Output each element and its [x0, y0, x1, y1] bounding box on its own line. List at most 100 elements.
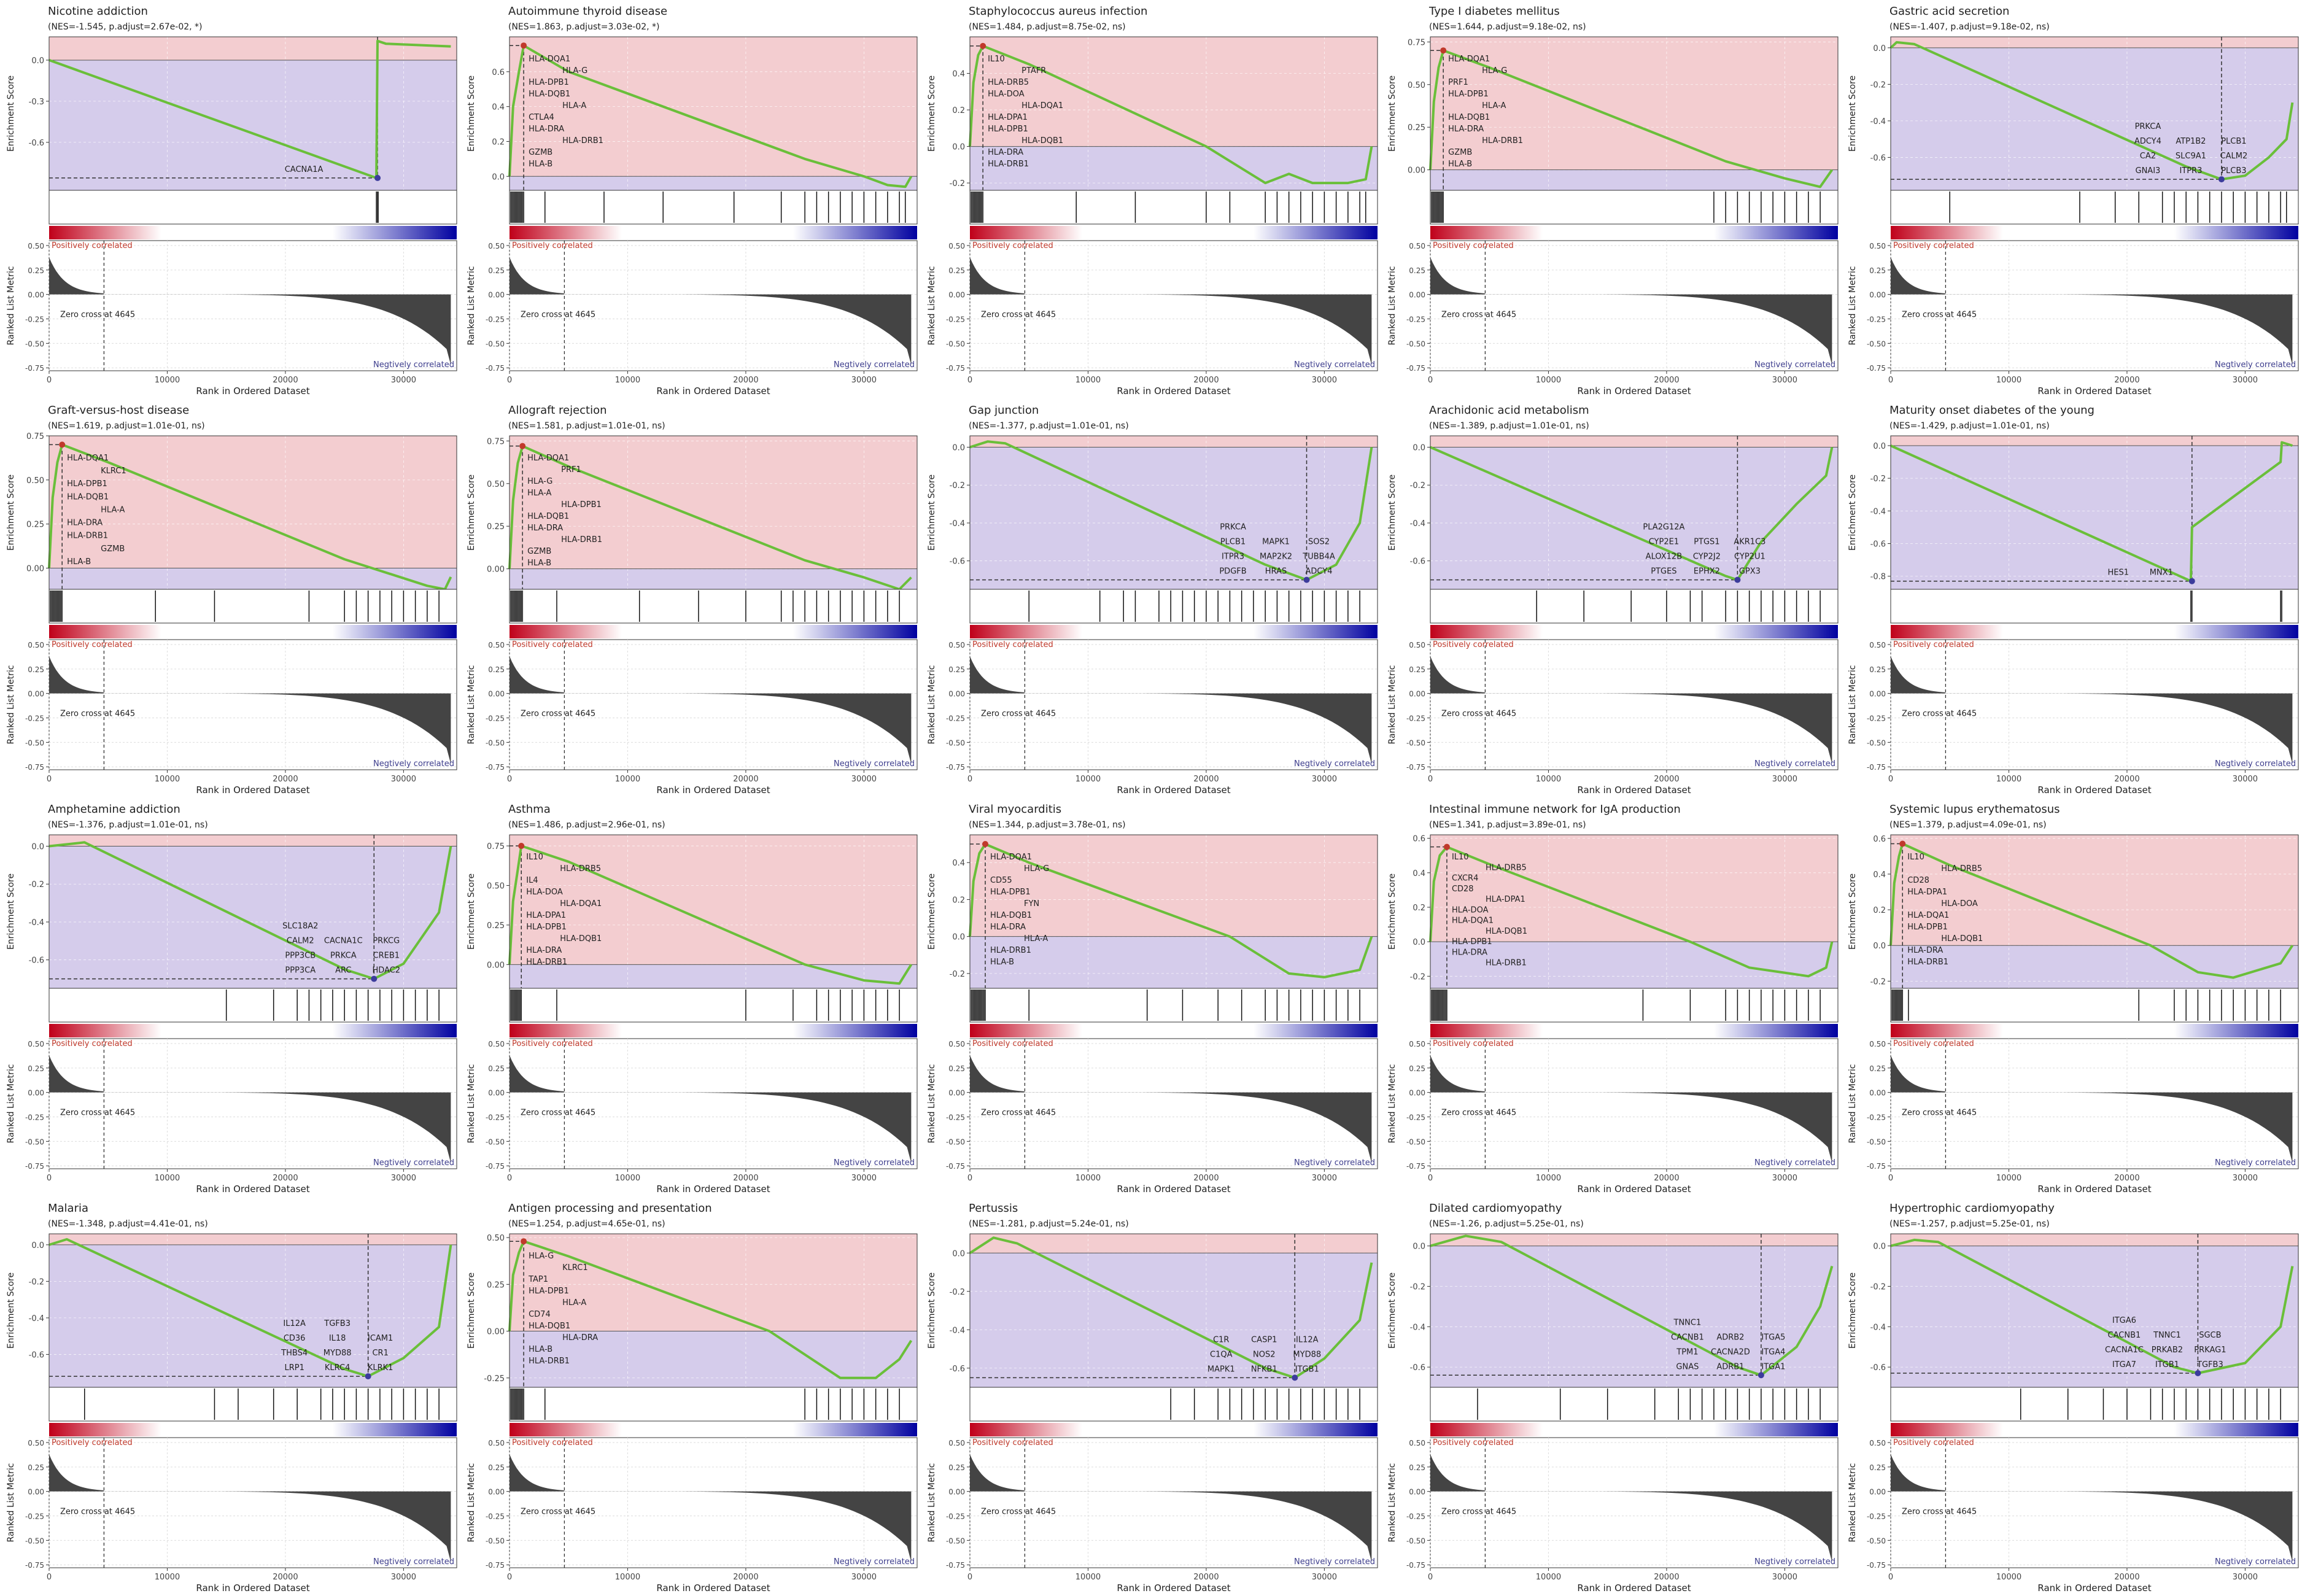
positive-gradient — [49, 1423, 161, 1436]
gene-label: GZMB — [1448, 148, 1472, 157]
es-tick-label: 0.6 — [492, 68, 505, 77]
gene-label: NOS2 — [1253, 1350, 1275, 1359]
peak-marker — [1734, 576, 1741, 583]
gene-label: HLA-B — [529, 1345, 552, 1354]
metric-negative-area — [104, 1092, 451, 1163]
gene-label: C1QA — [1210, 1350, 1233, 1359]
zero-cross-label: Zero cross at 4645 — [1441, 1108, 1516, 1117]
negative-gradient — [1713, 1024, 1838, 1037]
positive-label: Positively correlated — [1433, 640, 1514, 649]
positive-region — [49, 835, 457, 846]
es-axis-label: Enrichment Score — [467, 1273, 476, 1349]
gene-label: CD28 — [1452, 885, 1474, 894]
es-tick-label: 0.75 — [1408, 38, 1425, 47]
metric-tick-label: -0.50 — [486, 738, 505, 747]
peak-marker — [1303, 576, 1310, 583]
metric-positive-area — [970, 257, 1025, 295]
gene-label: HLA-DQA1 — [990, 853, 1032, 862]
metric-tick-label: 0.00 — [1409, 1089, 1425, 1098]
gene-label: EPHX2 — [1694, 567, 1720, 576]
gene-label: HLA-B — [527, 559, 551, 568]
x-tick-label: 20000 — [273, 1573, 298, 1582]
x-tick-label: 30000 — [851, 775, 877, 784]
x-tick-label: 20000 — [1193, 1174, 1219, 1183]
metric-tick-label: -0.50 — [1867, 738, 1886, 747]
gene-label: GZMB — [101, 544, 125, 554]
es-tick-label: -0.2 — [29, 880, 44, 889]
gsea-panel-svg: Gap junction (NES=-1.377, p.adjust=1.01e-… — [927, 404, 1378, 796]
es-tick-label: -0.4 — [950, 1326, 965, 1335]
gene-label: HLA-DPB1 — [529, 78, 569, 87]
x-tick-label: 20000 — [1193, 1573, 1219, 1582]
es-curve — [508, 44, 913, 188]
peak-marker — [59, 441, 66, 448]
gsea-panel-svg: Allograft rejection (NES=1.581, p.adjust=… — [467, 404, 918, 796]
es-tick-label: -0.2 — [29, 1277, 44, 1287]
zero-cross-label: Zero cross at 4645 — [1441, 310, 1516, 319]
metric-tick-label: -0.50 — [1867, 1137, 1886, 1146]
x-tick-label: 0 — [1428, 775, 1433, 784]
gsea-panel-svg: Antigen processing and presentation (NES=… — [467, 1202, 918, 1594]
es-tick-label: -0.6 — [950, 1365, 965, 1374]
metric-axis-label: Ranked List Metric — [927, 665, 937, 745]
x-tick-label: 0 — [47, 775, 52, 784]
es-axis-label: Enrichment Score — [927, 1273, 937, 1349]
gene-label: IL10 — [1907, 853, 1924, 862]
gsea-panel: Intestinal immune network for IgA produc… — [1381, 798, 1842, 1197]
metric-tick-label: -0.50 — [946, 339, 965, 348]
metric-negative-area — [104, 1491, 451, 1562]
gsea-panel: Maturity onset diabetes of the young (NES… — [1842, 399, 2302, 798]
gene-label: PLA2G12A — [1643, 523, 1684, 532]
metric-tick-label: 0.25 — [1409, 266, 1425, 275]
x-axis-label: Rank in Ordered Dataset — [1117, 784, 1230, 796]
peak-marker — [1443, 843, 1450, 850]
x-tick-label: 30000 — [1772, 376, 1797, 385]
x-tick-label: 20000 — [1654, 775, 1679, 784]
metric-negative-area — [1485, 1092, 1832, 1163]
gene-label: HLA-DRB1 — [561, 535, 602, 544]
peak-marker — [2195, 1369, 2201, 1376]
metric-positive-area — [1891, 1055, 1946, 1093]
panel-subtitle: (NES=1.341, p.adjust=3.89e-01, ns) — [1429, 820, 1586, 830]
panel-title: Autoimmune thyroid disease — [508, 5, 667, 18]
es-axis-label: Enrichment Score — [1387, 874, 1397, 950]
es-tick-label: 0.0 — [952, 1249, 965, 1258]
hits-frame — [509, 190, 918, 225]
es-tick-label: 0.75 — [487, 437, 505, 446]
metric-tick-label: -0.50 — [1867, 1536, 1886, 1545]
gene-label: TUBB4A — [1302, 552, 1335, 562]
gene-label: HLA-DRA — [1448, 125, 1484, 134]
gene-label: SGCB — [2199, 1331, 2221, 1340]
gsea-panel: Allograft rejection (NES=1.581, p.adjust=… — [460, 399, 921, 798]
metric-tick-label: 0.00 — [1869, 291, 1886, 300]
metric-tick-label: -0.50 — [946, 1137, 965, 1146]
metric-axis-label: Ranked List Metric — [1848, 665, 1858, 745]
gene-label: LRP1 — [284, 1363, 304, 1373]
x-tick-label: 10000 — [1536, 376, 1561, 385]
es-tick-label: 0.00 — [1408, 166, 1425, 176]
metric-tick-label: 0.50 — [488, 1439, 505, 1447]
x-tick-label: 30000 — [391, 1174, 416, 1183]
gene-label: CTLA4 — [529, 113, 554, 122]
gsea-panel-svg: Gastric acid secretion (NES=-1.407, p.adj… — [1848, 5, 2299, 397]
gene-label: HLA-DQA1 — [527, 454, 569, 463]
x-tick-label: 0 — [1888, 1573, 1893, 1582]
metric-tick-label: -0.75 — [486, 364, 505, 373]
gene-label: NFKB1 — [1251, 1365, 1277, 1374]
panel-subtitle: (NES=1.379, p.adjust=4.09e-01, ns) — [1889, 820, 2047, 830]
es-curve — [1429, 49, 1834, 188]
positive-gradient — [49, 226, 161, 239]
positive-region — [510, 436, 917, 569]
panel-title: Maturity onset diabetes of the young — [1889, 404, 2095, 417]
zero-cross-label: Zero cross at 4645 — [60, 709, 135, 718]
positive-label: Positively correlated — [512, 241, 593, 250]
panel-subtitle: (NES=-1.377, p.adjust=1.01e-01, ns) — [969, 421, 1129, 431]
gene-label: HLA-DRB5 — [1941, 864, 1982, 874]
es-tick-label: 0.4 — [1873, 870, 1886, 880]
metric-tick-label: 0.25 — [28, 266, 44, 275]
gene-label: IL12A — [283, 1319, 306, 1328]
positive-gradient — [510, 1423, 622, 1436]
gene-label: PRF1 — [561, 465, 581, 475]
x-axis-label: Rank in Ordered Dataset — [196, 1582, 309, 1594]
positive-gradient — [510, 625, 622, 638]
